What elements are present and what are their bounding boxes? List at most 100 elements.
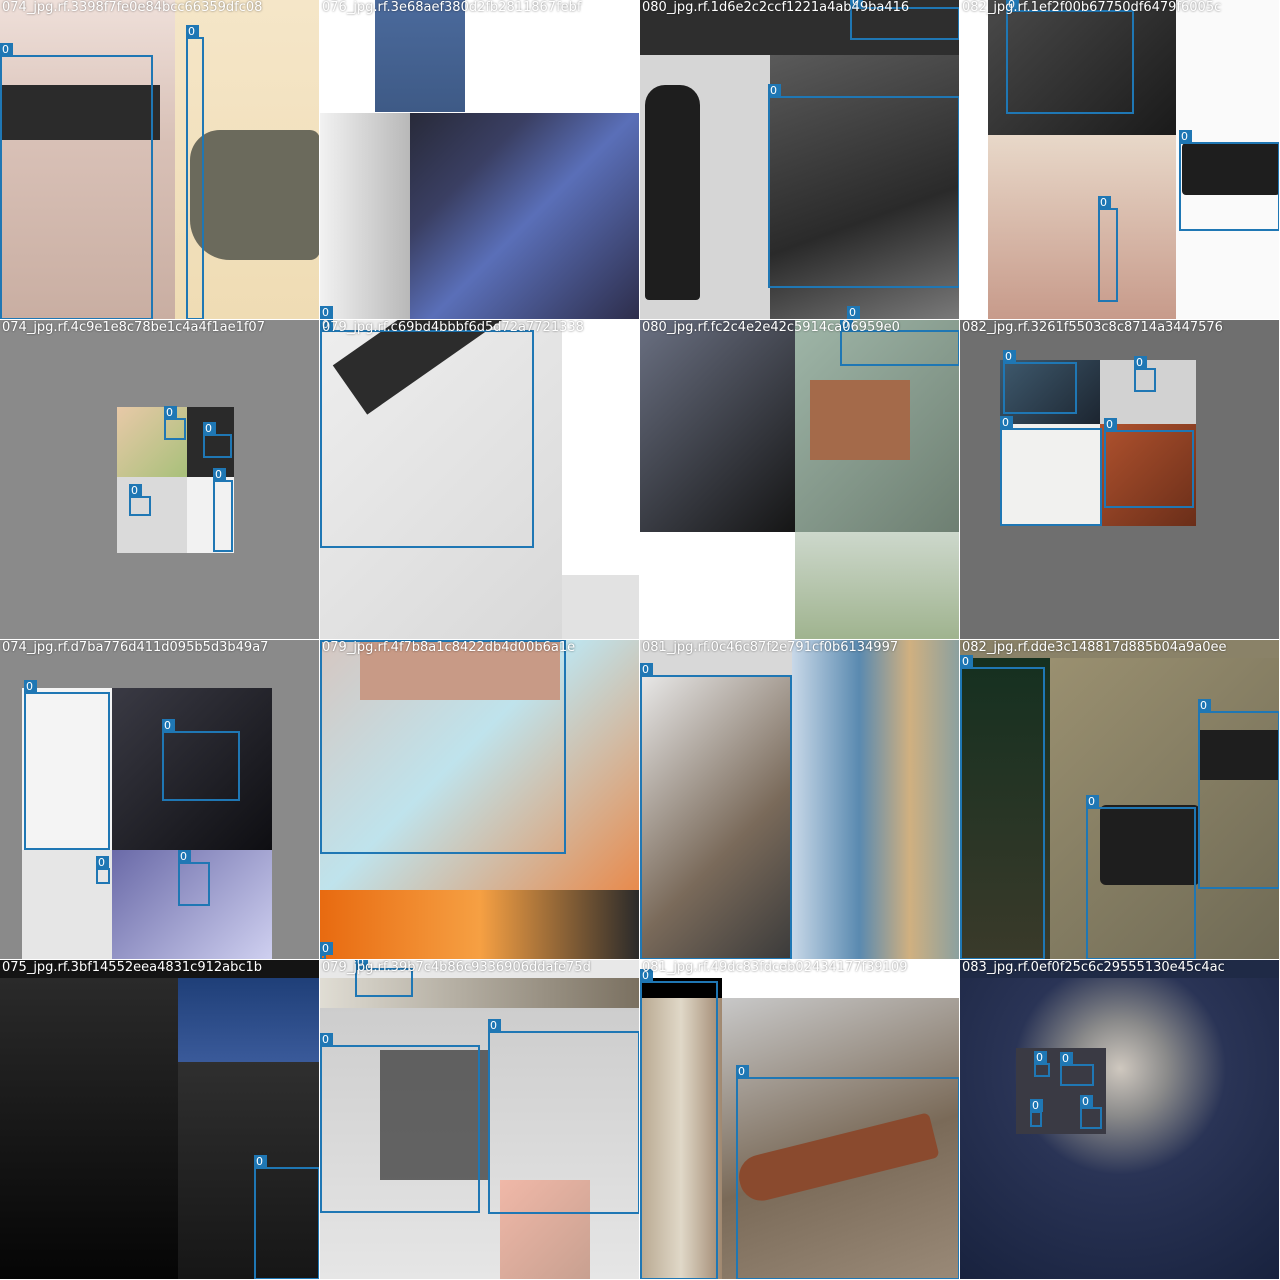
tile-filename: 083_jpg.rf.0ef0f25c6c29555130e45c4ac xyxy=(962,960,1225,975)
detection-box: 0 xyxy=(320,320,534,548)
detection-box: 0 xyxy=(1086,795,1196,959)
mosaic-tile: 076_jpg.rf.3e68aef380d2fb2811867febf 0 xyxy=(320,0,640,320)
tile-filename: 075_jpg.rf.3bf14552eea4831c912abc1b xyxy=(2,960,263,975)
detection-box: 0 xyxy=(129,484,151,516)
mosaic-tile: 081_jpg.rf.49dc83fdceb02434177f39109 0 0 xyxy=(640,960,960,1280)
tile-filename: 074_jpg.rf.4c9e1e8c78be1c4a4f1ae1f07 xyxy=(2,320,265,335)
image-region xyxy=(500,1180,590,1279)
mosaic-tile: 080_jpg.rf.fc2c4e2e42c5914ca06959e0 0 xyxy=(640,320,960,640)
box-class-label: 0 xyxy=(203,422,216,435)
mosaic-tile: 075_jpg.rf.3bf14552eea4831c912abc1b 0 xyxy=(0,960,320,1280)
mosaic-tile: 082_jpg.rf.1ef2f00b67750df6479f6005c 0 0… xyxy=(960,0,1280,320)
detection-box: 0 xyxy=(1179,130,1279,231)
image-region xyxy=(375,0,465,112)
box-class-label: 0 xyxy=(178,850,191,863)
image-region xyxy=(380,1050,490,1180)
detection-box: 0 xyxy=(1000,416,1102,526)
image-region xyxy=(792,640,959,959)
box-class-label: 0 xyxy=(488,1019,501,1032)
box-class-label: 0 xyxy=(1003,350,1016,363)
box-class-label: 0 xyxy=(164,406,177,419)
box-class-label: 0 xyxy=(0,43,13,56)
image-region xyxy=(1100,805,1200,885)
image-region xyxy=(22,688,112,850)
box-class-label: 0 xyxy=(355,960,368,969)
image-region xyxy=(640,998,722,1279)
tile-filename: 074_jpg.rf.3398f7fe0e84bcc66359dfc08 xyxy=(2,0,263,15)
mosaic-tile: 081_jpg.rf.0c46c87f2e791cf0b6134997 0 xyxy=(640,640,960,960)
mosaic-tile: 074_jpg.rf.d7ba776d411d095b5d3b49a7 0 0 … xyxy=(0,640,320,960)
detection-box: 0 xyxy=(1030,1099,1043,1127)
image-region xyxy=(187,407,234,477)
detection-box: 0 xyxy=(1080,1095,1102,1129)
image-region xyxy=(0,978,178,1279)
mosaic-tile: 080_jpg.rf.1d6e2c2ccf1221a4ab49ba416 0 0… xyxy=(640,0,960,320)
tile-filename: 080_jpg.rf.fc2c4e2e42c5914ca06959e0 xyxy=(642,320,900,335)
box-class-label: 0 xyxy=(1080,1095,1093,1108)
box-class-label: 0 xyxy=(1030,1099,1043,1112)
image-region xyxy=(320,978,639,1008)
detection-box: 0 xyxy=(1134,356,1156,392)
box-class-label: 0 xyxy=(960,655,973,668)
tile-filename: 079_jpg.rf.c69bd4bbbf6d5d72a7721338 xyxy=(322,320,584,335)
mosaic-tile: 083_jpg.rf.0ef0f25c6c29555130e45c4ac 0 0… xyxy=(960,960,1280,1280)
detection-box: 0 xyxy=(1104,418,1194,508)
box-class-label: 0 xyxy=(320,942,333,955)
detection-box: 0 xyxy=(1034,1051,1050,1077)
image-region xyxy=(117,477,187,553)
box-class-label: 0 xyxy=(96,856,109,869)
detection-box: 0 xyxy=(254,1155,319,1279)
image-region xyxy=(1198,730,1279,780)
box-class-label: 0 xyxy=(1198,699,1211,712)
mosaic-tile: 079_jpg.rf.39b7c4b86c9336906ddafe75d 0 0… xyxy=(320,960,640,1280)
box-class-label: 0 xyxy=(640,663,653,676)
detection-box: 0 xyxy=(488,1019,639,1214)
tile-filename: 081_jpg.rf.0c46c87f2e791cf0b6134997 xyxy=(642,640,899,655)
tile-filename: 082_jpg.rf.3261f5503c8c8714a3447576 xyxy=(962,320,1223,335)
image-region xyxy=(178,1062,319,1279)
box-class-label: 0 xyxy=(1098,196,1111,209)
detection-box: 0 xyxy=(320,640,566,854)
box-class-label: 0 xyxy=(320,320,333,331)
box-class-label: 0 xyxy=(24,680,37,693)
image-region xyxy=(640,676,792,959)
box-class-label: 0 xyxy=(840,320,853,331)
box-class-label: 0 xyxy=(1134,356,1147,369)
box-class-label: 0 xyxy=(320,640,333,641)
tile-filename: 082_jpg.rf.1ef2f00b67750df6479f6005c xyxy=(962,0,1222,15)
box-class-label: 0 xyxy=(640,969,653,982)
tile-filename: 079_jpg.rf.4f7b8a1c8422db4d00b6a1e xyxy=(322,640,576,655)
image-region xyxy=(1000,424,1100,526)
detection-box: 0 xyxy=(96,856,110,884)
box-class-label: 0 xyxy=(129,484,142,497)
detection-box: 0 xyxy=(320,306,333,319)
mosaic-tile: 082_jpg.rf.3261f5503c8c8714a3447576 0 0 … xyxy=(960,320,1280,640)
detection-box: 0 xyxy=(213,468,233,552)
image-region xyxy=(960,658,1050,959)
image-region xyxy=(795,532,959,639)
box-class-label: 0 xyxy=(768,84,781,97)
detection-box: 0 xyxy=(320,942,333,959)
mosaic-tile: 079_jpg.rf.c69bd4bbbf6d5d72a7721338 0 xyxy=(320,320,640,640)
box-class-label: 0 xyxy=(1104,418,1117,431)
box-class-label: 0 xyxy=(736,1065,749,1078)
image-region xyxy=(320,113,410,319)
image-region xyxy=(988,135,1176,319)
detection-box: 0 xyxy=(840,320,959,366)
mosaic-tile: 082_jpg.rf.dde3c148817d885b04a9a0ee 0 0 … xyxy=(960,640,1280,960)
tile-filename: 080_jpg.rf.1d6e2c2ccf1221a4ab49ba416 xyxy=(642,0,910,15)
image-region xyxy=(112,688,272,850)
detection-box: 0 xyxy=(203,422,232,458)
detection-box: 0 xyxy=(164,406,186,440)
image-region xyxy=(1182,143,1279,195)
image-region xyxy=(640,0,959,55)
image-region xyxy=(178,978,319,1062)
mosaic-tile: 074_jpg.rf.4c9e1e8c78be1c4a4f1ae1f07 0 0… xyxy=(0,320,320,640)
tile-filename: 074_jpg.rf.d7ba776d411d095b5d3b49a7 xyxy=(2,640,269,655)
image-region xyxy=(1100,424,1196,526)
mosaic-tile: 074_jpg.rf.3398f7fe0e84bcc66359dfc08 0 0 xyxy=(0,0,320,320)
image-region xyxy=(190,130,319,260)
detection-box: 0 xyxy=(1060,1052,1094,1086)
box-class-label: 0 xyxy=(1060,1052,1073,1065)
